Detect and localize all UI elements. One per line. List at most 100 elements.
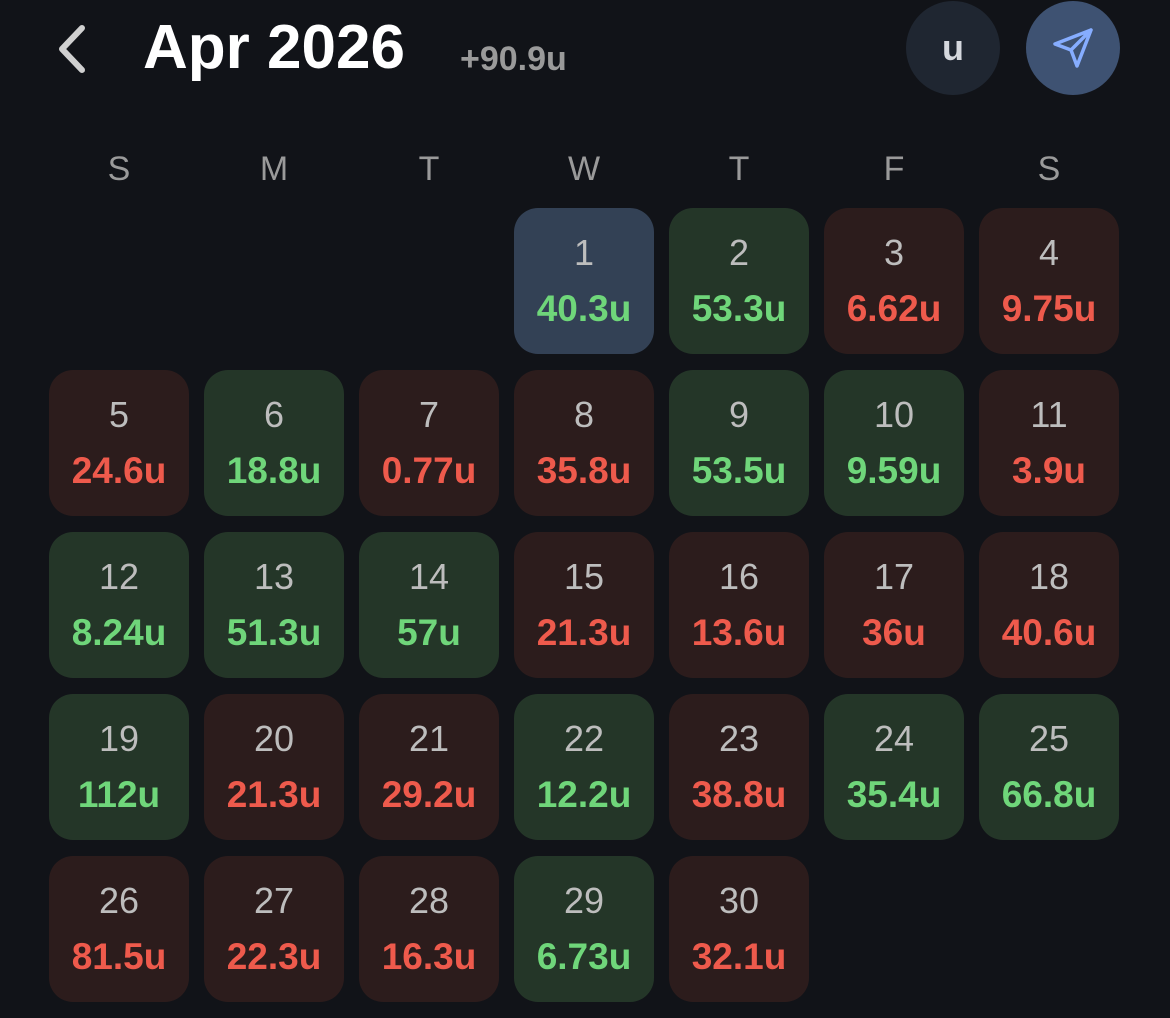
day-cell[interactable]: 19 112u	[49, 694, 189, 840]
day-number: 10	[873, 394, 915, 435]
day-cell[interactable]: 21 29.2u	[359, 694, 499, 840]
day-number: 12	[98, 556, 140, 597]
day-cell[interactable]: 12 8.24u	[49, 532, 189, 678]
day-number: 25	[1028, 718, 1070, 759]
day-number: 21	[408, 718, 450, 759]
day-number: 19	[98, 718, 140, 759]
day-number: 15	[563, 556, 605, 597]
day-cell[interactable]: 30 32.1u	[669, 856, 809, 1002]
back-button[interactable]	[50, 22, 94, 76]
day-number: 4	[1038, 232, 1060, 273]
day-number: 24	[873, 718, 915, 759]
day-amount: 32.1u	[691, 936, 787, 977]
day-amount: 16.3u	[381, 936, 477, 977]
day-amount: 8.24u	[71, 612, 167, 653]
day-amount: 38.8u	[691, 774, 787, 815]
day-amount: 36u	[862, 612, 926, 653]
day-cell[interactable]: 16 13.6u	[669, 532, 809, 678]
day-amount: 35.8u	[536, 450, 632, 491]
day-amount: 112u	[77, 774, 161, 815]
unit-button[interactable]: u	[906, 1, 1000, 95]
day-cell[interactable]: 8 35.8u	[514, 370, 654, 516]
day-cell[interactable]: 18 40.6u	[979, 532, 1119, 678]
day-cell[interactable]: 11 3.9u	[979, 370, 1119, 516]
day-number: 20	[253, 718, 295, 759]
day-amount: 35.4u	[846, 774, 942, 815]
day-amount: 40.6u	[1001, 612, 1097, 653]
day-cell[interactable]: 22 12.2u	[514, 694, 654, 840]
day-number: 13	[253, 556, 295, 597]
day-amount: 40.3u	[536, 288, 632, 329]
day-cell[interactable]: 3 6.62u	[824, 208, 964, 354]
day-cell[interactable]: 5 24.6u	[49, 370, 189, 516]
day-cell[interactable]: 4 9.75u	[979, 208, 1119, 354]
day-number: 26	[98, 880, 140, 921]
day-number: 22	[563, 718, 605, 759]
day-amount: 57u	[397, 612, 461, 653]
day-amount: 6.73u	[536, 936, 632, 977]
day-cell[interactable]: 24 35.4u	[824, 694, 964, 840]
day-amount: 53.5u	[691, 450, 787, 491]
day-number: 9	[728, 394, 750, 435]
day-amount: 12.2u	[536, 774, 632, 815]
day-amount: 81.5u	[71, 936, 167, 977]
weekday-label: F	[883, 150, 905, 188]
day-cell[interactable]: 23 38.8u	[669, 694, 809, 840]
day-number: 23	[718, 718, 760, 759]
month-total: +90.9u	[460, 40, 567, 78]
day-cell[interactable]: 25 66.8u	[979, 694, 1119, 840]
day-number: 18	[1028, 556, 1070, 597]
day-cell[interactable]: 1 40.3u	[514, 208, 654, 354]
day-number: 17	[873, 556, 915, 597]
day-number: 8	[573, 394, 595, 435]
day-amount: 9.59u	[846, 450, 942, 491]
day-amount: 6.62u	[846, 288, 942, 329]
day-cell[interactable]: 6 18.8u	[204, 370, 344, 516]
day-cell[interactable]: 13 51.3u	[204, 532, 344, 678]
weekday-label: T	[418, 150, 440, 188]
day-cell[interactable]: 7 0.77u	[359, 370, 499, 516]
day-cell[interactable]: 10 9.59u	[824, 370, 964, 516]
share-button[interactable]	[1026, 1, 1120, 95]
day-number: 1	[573, 232, 595, 273]
day-amount: 3.9u	[1011, 450, 1087, 491]
day-amount: 53.3u	[691, 288, 787, 329]
day-amount: 18.8u	[226, 450, 322, 491]
day-number: 6	[263, 394, 285, 435]
day-number: 29	[563, 880, 605, 921]
day-number: 3	[883, 232, 905, 273]
day-amount: 13.6u	[691, 612, 787, 653]
day-amount: 29.2u	[381, 774, 477, 815]
send-icon	[1053, 28, 1093, 68]
day-number: 2	[728, 232, 750, 273]
day-cell[interactable]: 20 21.3u	[204, 694, 344, 840]
day-number: 7	[418, 394, 440, 435]
day-cell[interactable]: 27 22.3u	[204, 856, 344, 1002]
day-amount: 0.77u	[381, 450, 477, 491]
day-number: 16	[718, 556, 760, 597]
day-amount: 22.3u	[226, 936, 322, 977]
day-cell[interactable]: 29 6.73u	[514, 856, 654, 1002]
weekday-label: S	[107, 150, 131, 188]
day-number: 11	[1030, 394, 1068, 435]
day-number: 28	[408, 880, 450, 921]
day-number: 27	[253, 880, 295, 921]
day-number: 5	[108, 394, 130, 435]
day-amount: 66.8u	[1001, 774, 1097, 815]
day-amount: 21.3u	[226, 774, 322, 815]
day-cell[interactable]: 28 16.3u	[359, 856, 499, 1002]
weekday-label: S	[1037, 150, 1061, 188]
day-cell[interactable]: 9 53.5u	[669, 370, 809, 516]
weekday-label: T	[728, 150, 750, 188]
day-amount: 24.6u	[71, 450, 167, 491]
day-cell[interactable]: 17 36u	[824, 532, 964, 678]
day-number: 30	[718, 880, 760, 921]
weekday-label: M	[259, 150, 289, 188]
day-cell[interactable]: 26 81.5u	[49, 856, 189, 1002]
day-cell[interactable]: 14 57u	[359, 532, 499, 678]
month-title: Apr 2026	[143, 13, 405, 82]
day-amount: 9.75u	[1001, 288, 1097, 329]
day-cell[interactable]: 2 53.3u	[669, 208, 809, 354]
day-cell[interactable]: 15 21.3u	[514, 532, 654, 678]
